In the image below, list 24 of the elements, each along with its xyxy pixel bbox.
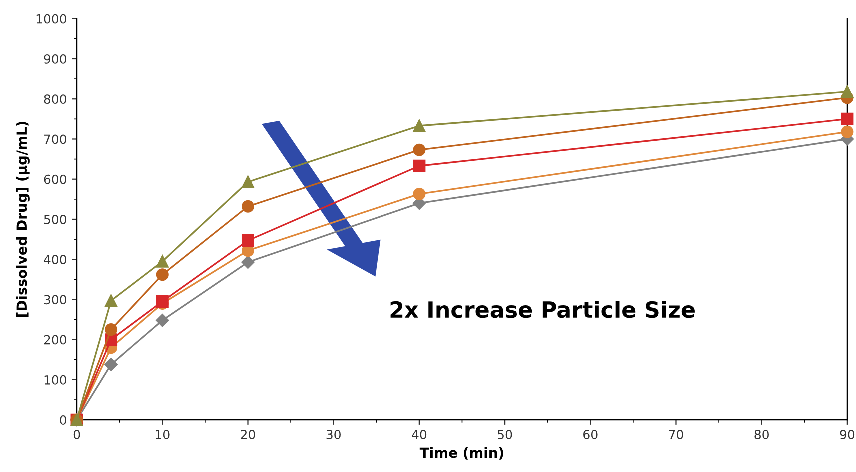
- y-tick-label: 400: [44, 255, 66, 265]
- x-tick-label: 0: [74, 430, 80, 440]
- x-axis-title: Time (min): [420, 447, 504, 460]
- y-tick-label: 700: [44, 134, 66, 144]
- y-tick-label: 800: [44, 94, 66, 104]
- y-tick-label: 100: [44, 375, 66, 385]
- y-axis-title: [Dissolved Drug] (µg/mL): [16, 122, 30, 317]
- y-tick-label: 200: [44, 335, 66, 345]
- x-tick-label: 50: [498, 430, 512, 440]
- y-tick-label: 300: [44, 295, 66, 305]
- x-tick-label: 90: [840, 430, 855, 440]
- x-tick-label: 20: [241, 430, 256, 440]
- y-tick-label: 900: [44, 54, 66, 64]
- y-tick-label: 600: [44, 174, 66, 184]
- y-tick-label: 1000: [36, 14, 66, 24]
- x-tick-label: 40: [412, 430, 427, 440]
- annotation: 2x Increase Particle Size: [390, 301, 695, 318]
- x-tick-label: 60: [584, 430, 598, 440]
- x-tick-label: 80: [754, 430, 769, 440]
- y-tick-label: 500: [44, 214, 66, 224]
- x-tick-label: 70: [669, 430, 684, 440]
- x-tick-label: 10: [156, 430, 170, 440]
- y-tick-label: 0: [60, 416, 66, 426]
- x-tick-label: 30: [326, 430, 341, 440]
